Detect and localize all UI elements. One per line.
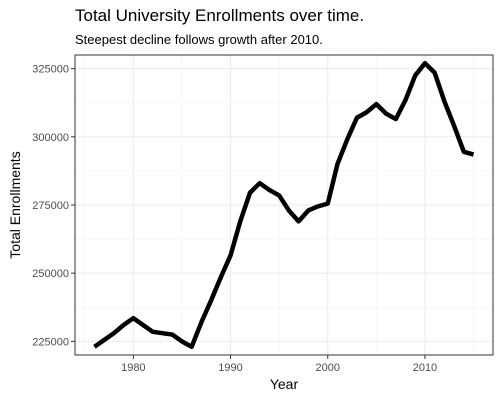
chart-title: Total University Enrollments over time. — [75, 6, 365, 25]
plot-border — [74, 54, 494, 356]
y-tick-label: 275000 — [32, 200, 69, 212]
x-tick-label: 1990 — [218, 362, 242, 374]
x-tick-label: 2000 — [316, 362, 340, 374]
data-series — [93, 60, 475, 350]
enrollment-line — [93, 60, 475, 350]
y-tick-label: 225000 — [32, 336, 69, 348]
y-axis-title: Total Enrollments — [7, 151, 23, 258]
y-tick-label: 325000 — [32, 64, 69, 76]
x-axis-ticks: 1980 1990 2000 2010 — [121, 355, 437, 374]
y-axis-ticks: 225000 250000 275000 300000 325000 — [32, 64, 75, 348]
y-tick-label: 250000 — [32, 268, 69, 280]
x-tick-label: 2010 — [413, 362, 437, 374]
chart-subtitle: Steepest decline follows growth after 20… — [75, 32, 323, 47]
y-tick-label: 300000 — [32, 132, 69, 144]
x-axis-title: Year — [270, 376, 299, 392]
x-tick-label: 1980 — [121, 362, 145, 374]
